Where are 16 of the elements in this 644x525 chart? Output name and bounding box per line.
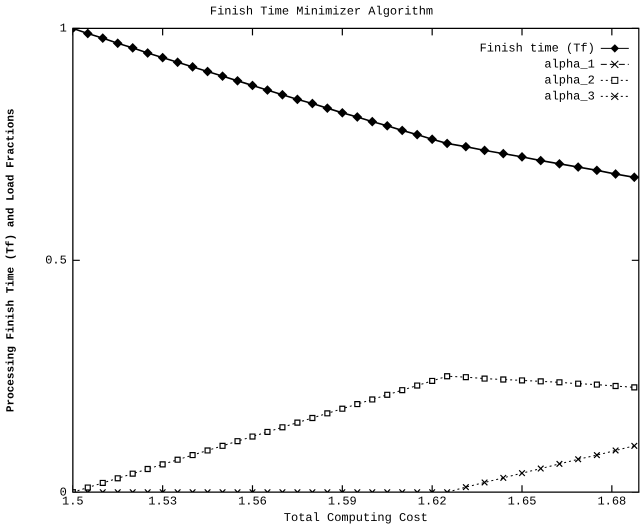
legend-label: Finish time (Tf) [480,42,595,56]
y-tick-label: 0.5 [45,253,67,268]
x-tick-label: 1.59 [328,494,357,509]
x-tick-label: 1.62 [418,494,447,509]
x-tick-label: 1.68 [597,494,626,509]
chart-title: Finish Time Minimizer Algorithm [210,4,434,18]
legend-label: alpha_2 [544,74,595,88]
legend-label: alpha_1 [544,58,595,72]
x-tick-label: 1.56 [238,494,267,509]
x-tick-label: 1.53 [148,494,178,509]
legend-label: alpha_3 [544,90,595,104]
y-tick-label: 1 [60,22,67,36]
y-axis-title: Processing Finish Time (Tf) and Load Fractions [4,108,18,412]
x-tick-label: 1.5 [62,494,84,509]
x-tick-label: 1.65 [508,494,536,509]
x-axis-title: Total Computing Cost [284,510,428,525]
